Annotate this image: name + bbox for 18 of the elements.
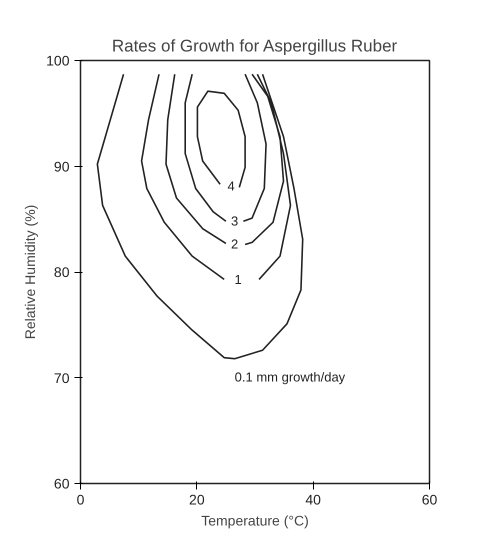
y-tick-label: 70 [54, 370, 70, 386]
x-tick-label: 60 [422, 492, 438, 508]
y-tick-label: 100 [46, 52, 70, 68]
series-label: 2 [231, 236, 238, 252]
series-label: 0.1 mm growth/day [234, 369, 346, 384]
y-tick-label: 90 [54, 158, 70, 174]
y-tick-label: 60 [54, 476, 70, 492]
series-label: 3 [231, 214, 238, 229]
x-tick-label: 0 [76, 492, 85, 508]
chart-title: Rates of Growth for Aspergillus Ruber [112, 36, 398, 56]
x-tick-label: 20 [189, 492, 205, 508]
series-label: 4 [228, 178, 235, 194]
line-series [96, 73, 304, 360]
y-axis-title: Relative Humidity (%) [22, 204, 38, 340]
series-label: 1 [234, 272, 242, 287]
x-tick-label: 40 [305, 492, 322, 508]
y-tick-label: 80 [54, 264, 70, 280]
x-axis-title: Temperature (°C) [201, 512, 309, 528]
